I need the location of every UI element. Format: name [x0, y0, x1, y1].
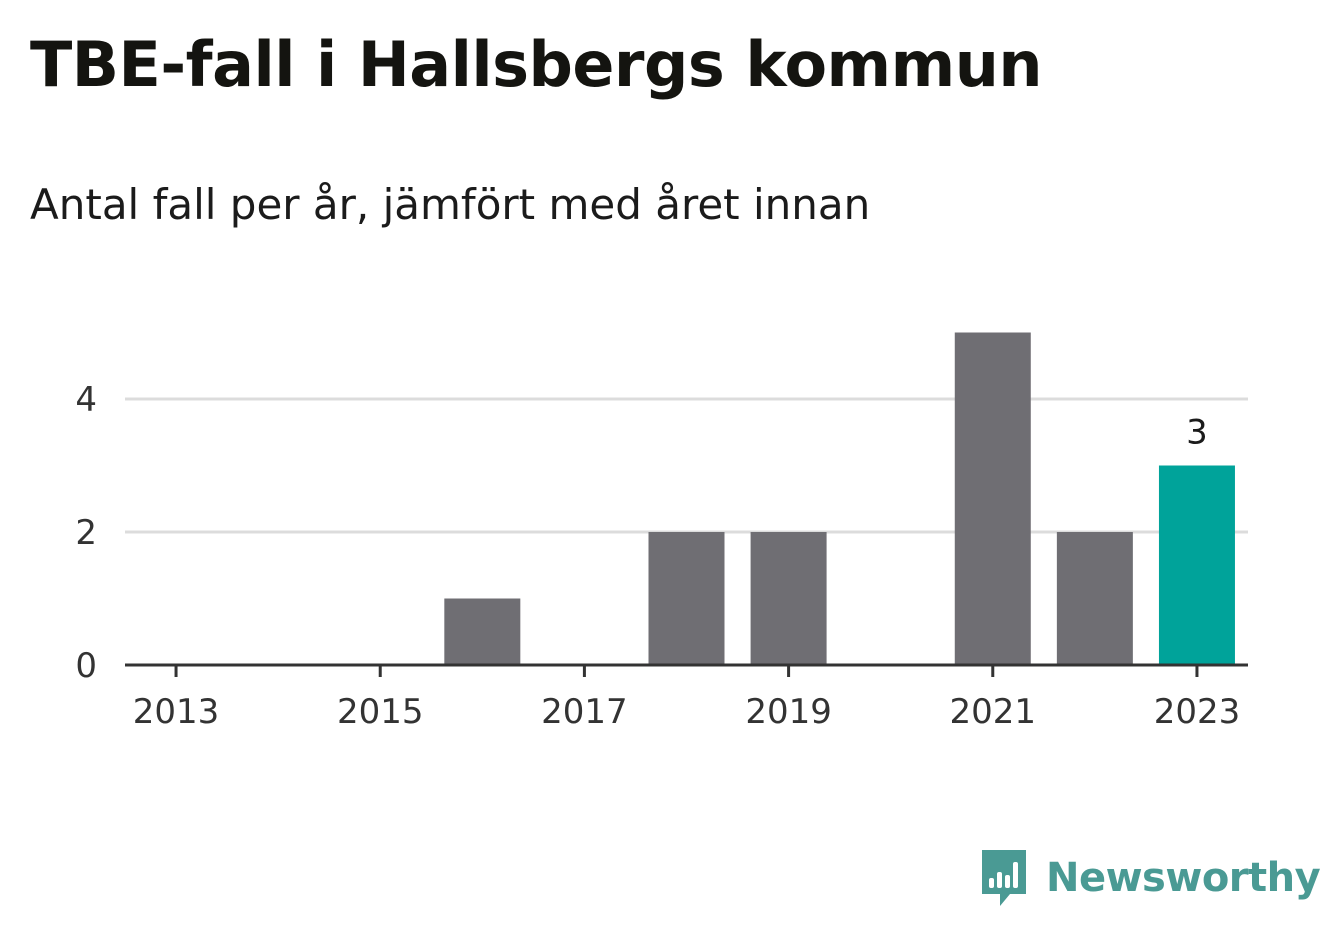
y-tick-label: 4	[75, 380, 97, 420]
bar-2016	[444, 598, 521, 665]
bars	[444, 332, 1235, 665]
y-tick-label: 2	[75, 513, 97, 553]
data-label: 3	[1186, 413, 1208, 453]
chart-title: TBE-fall i Hallsbergs kommun	[30, 28, 1043, 101]
bar-2019	[750, 532, 827, 665]
bar-2023	[1158, 465, 1235, 665]
x-tick-label: 2023	[1154, 692, 1241, 732]
brand-name: Newsworthy	[1046, 855, 1321, 901]
gridlines	[125, 397, 1248, 534]
chart-subtitle: Antal fall per år, jämfört med året inna…	[30, 180, 871, 229]
bar-2022	[1056, 532, 1133, 665]
x-tick-label: 2021	[950, 692, 1037, 732]
x-axis: 2013 2015 2017 2019 2021 2023	[125, 663, 1248, 732]
x-tick-label: 2013	[133, 692, 220, 732]
y-axis-ticks: 0 2 4	[75, 380, 97, 686]
x-tick-label: 2019	[745, 692, 832, 732]
newsworthy-logo: Newsworthy	[980, 848, 1321, 908]
x-tick-label: 2017	[541, 692, 628, 732]
bar-2018	[648, 532, 725, 665]
y-tick-label: 0	[75, 646, 97, 686]
x-tick-label: 2015	[337, 692, 424, 732]
bar-chart-speech-bubble-icon	[982, 850, 1026, 906]
data-labels: 3	[1186, 413, 1208, 453]
bar-2021	[954, 332, 1031, 665]
